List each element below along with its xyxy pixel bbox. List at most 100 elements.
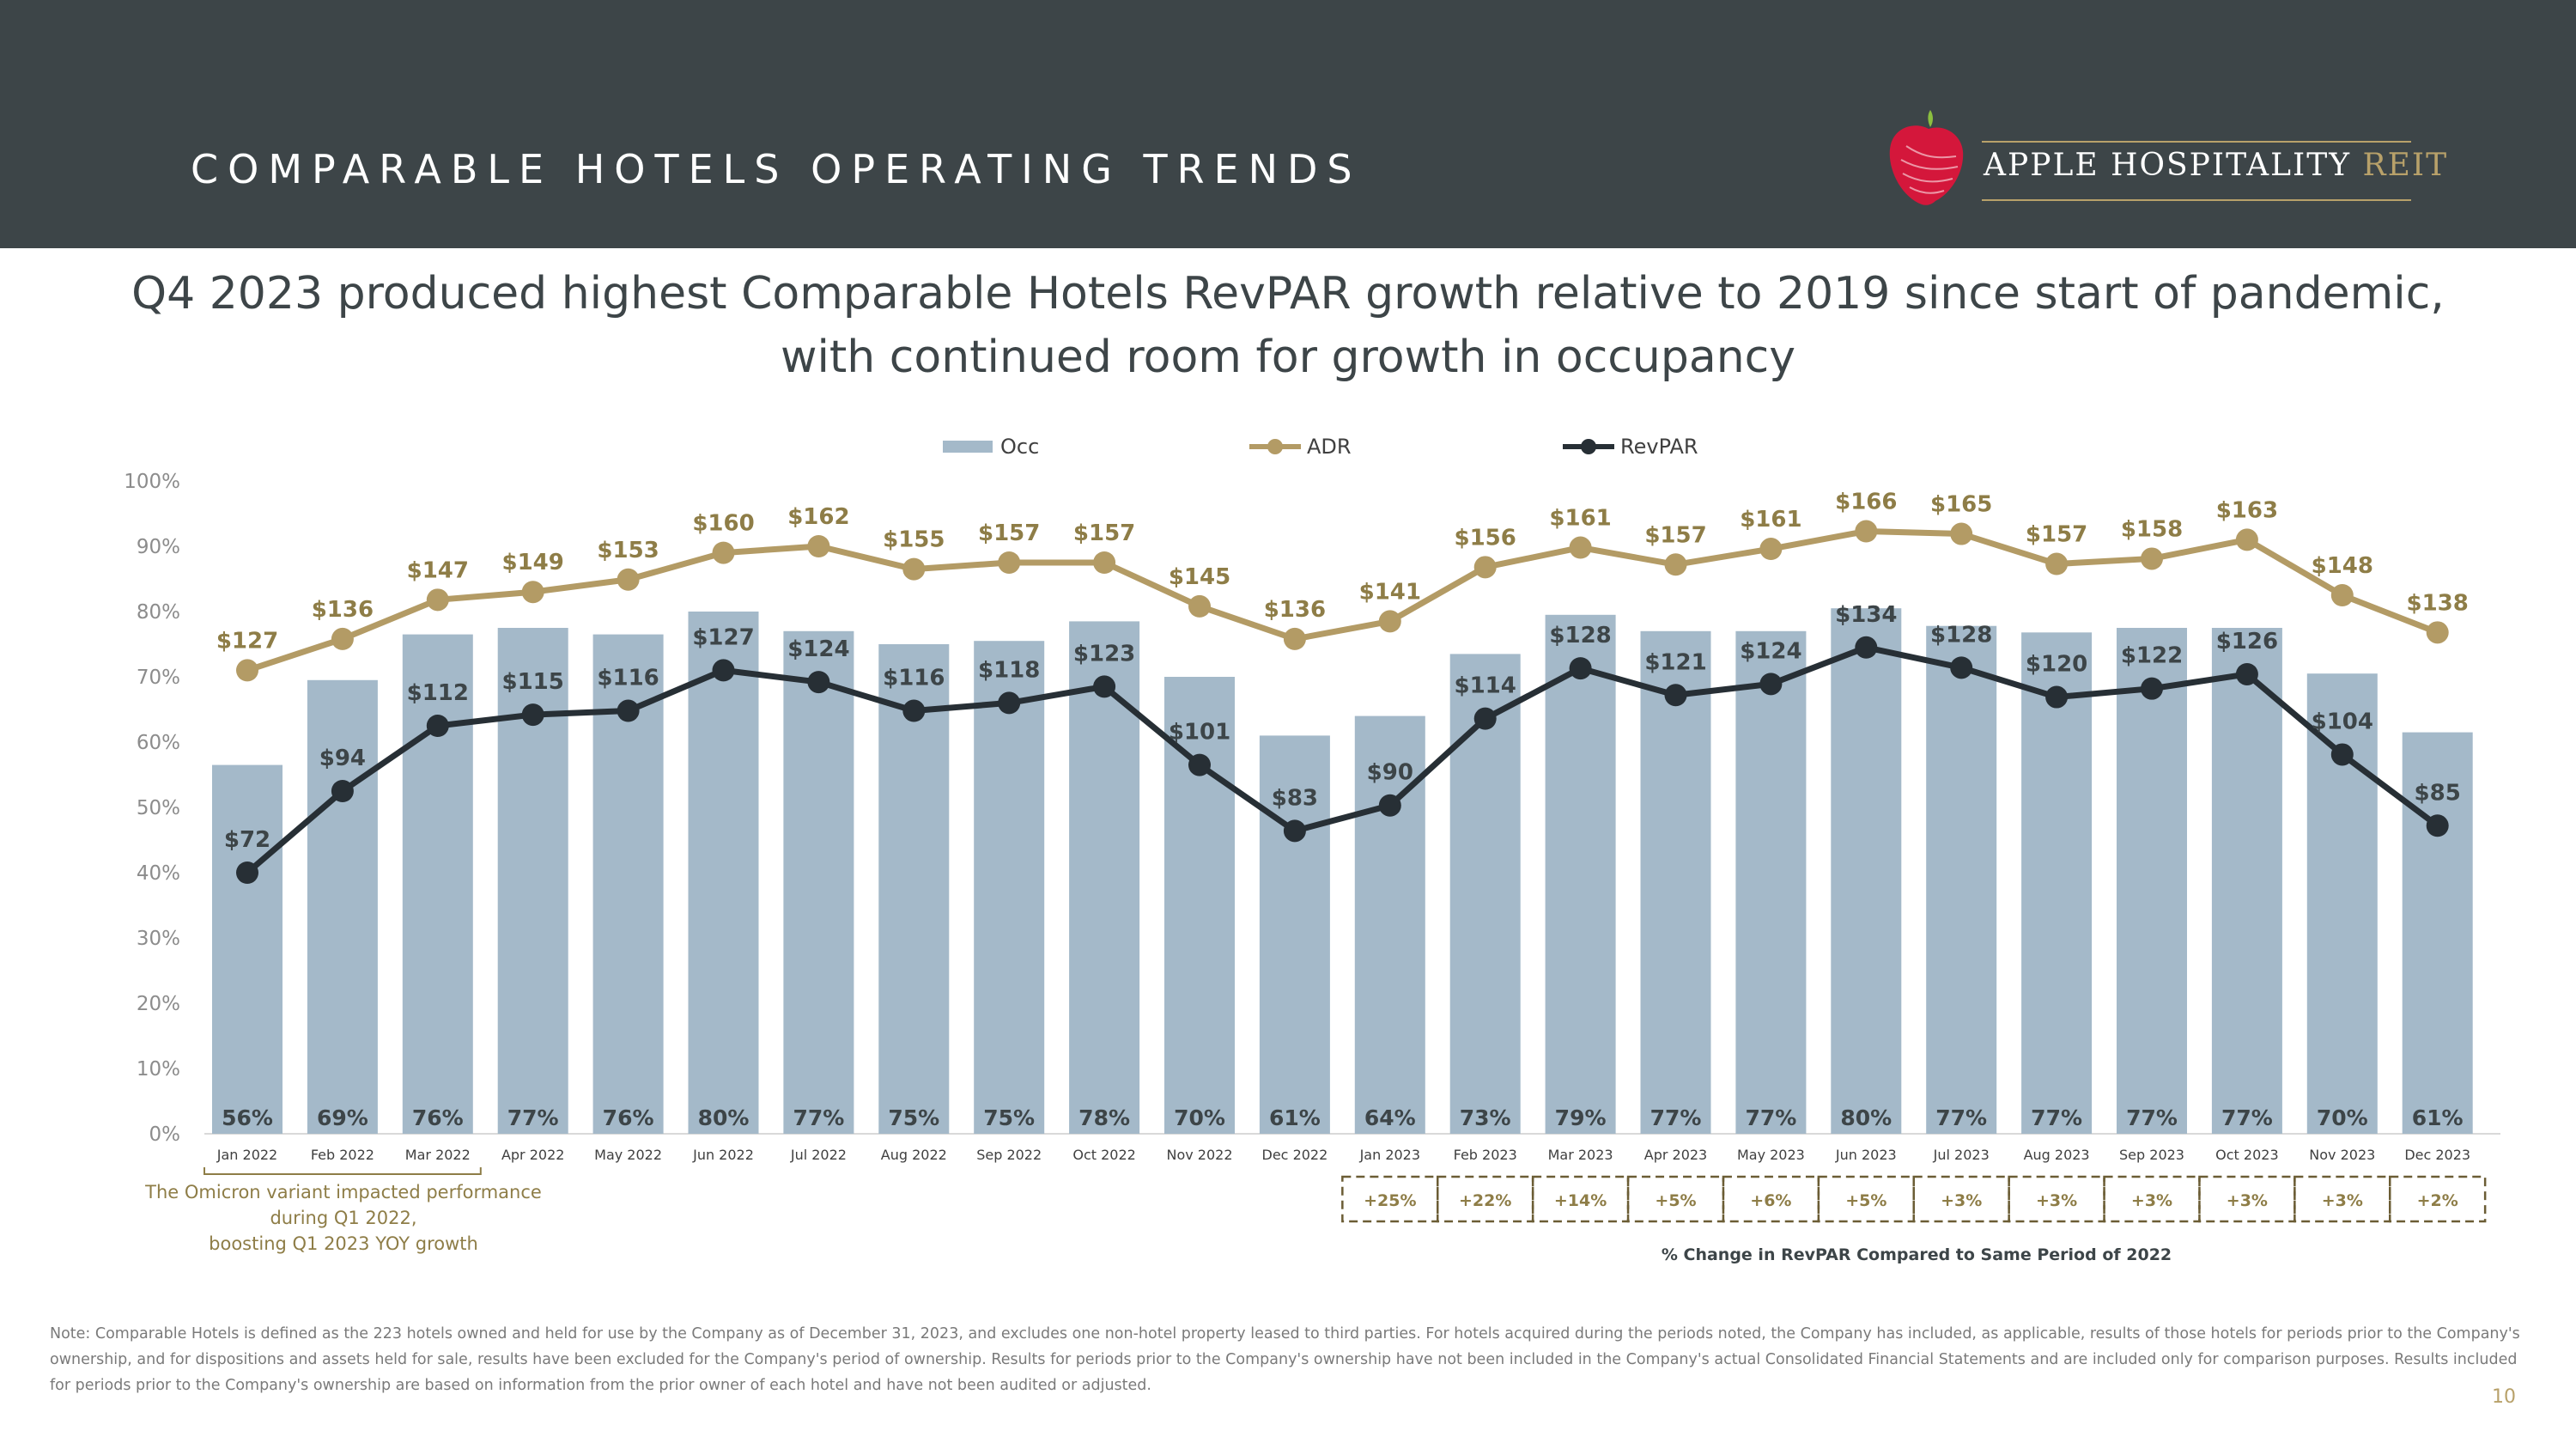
omicron-note-line: The Omicron variant impacted performance [144, 1182, 542, 1202]
revpar-value-label: $83 [1272, 785, 1318, 811]
occ-value-label: 70% [1174, 1105, 1225, 1130]
logo-accent: REIT [2362, 148, 2449, 183]
revpar-point [1093, 675, 1116, 698]
x-tick-label: Dec 2023 [2404, 1147, 2470, 1163]
adr-value-label: $136 [312, 597, 374, 623]
revpar-value-label: $94 [319, 746, 366, 771]
legend-adr-marker [1267, 439, 1283, 454]
adr-value-label: $163 [2216, 497, 2278, 523]
x-tick-label: Mar 2023 [1548, 1147, 1613, 1163]
y-tick-label: 90% [137, 536, 180, 558]
adr-point [998, 551, 1021, 574]
x-tick-label: Jun 2023 [1835, 1147, 1897, 1163]
occ-value-label: 61% [1269, 1105, 1321, 1130]
revpar-value-label: $101 [1169, 720, 1230, 746]
adr-line [246, 528, 2439, 673]
yoy-change-value: +3% [2036, 1191, 2077, 1210]
adr-point [1569, 536, 1592, 559]
adr-point [2045, 552, 2069, 575]
y-tick-label: 10% [137, 1058, 180, 1081]
adr-point [807, 535, 830, 557]
revpar-point [2426, 814, 2449, 837]
apple-logo-icon [1889, 110, 1964, 205]
adr-value-label: $162 [787, 504, 849, 530]
revpar-value-label: $118 [978, 657, 1040, 683]
occ-bar [2402, 732, 2473, 1134]
yoy-change-value: +3% [1941, 1191, 1982, 1210]
logo-rule-bottom [1982, 199, 2411, 201]
y-tick-label: 30% [137, 928, 180, 950]
yoy-change-box [1341, 1175, 1439, 1223]
y-tick-label: 80% [137, 601, 180, 624]
revpar-point [902, 699, 926, 722]
revpar-value-label: $128 [1930, 622, 1992, 648]
yoy-caption: % Change in RevPAR Compared to Same Peri… [1662, 1245, 2172, 1264]
occ-bar [307, 679, 378, 1134]
x-tick-label: Jun 2022 [692, 1147, 754, 1163]
yoy-change-value: +6% [1750, 1191, 1791, 1210]
revpar-value-label: $90 [1367, 760, 1413, 786]
adr-value-label: $153 [597, 538, 659, 563]
company-logo: APPLE HOSPITALITY REIT [1880, 103, 2446, 215]
omicron-bracket [204, 1167, 482, 1175]
occ-bar [2021, 632, 2093, 1134]
adr-value-label: $127 [216, 628, 278, 654]
occ-bar [974, 641, 1045, 1134]
adr-value-label: $148 [2312, 553, 2373, 579]
revpar-point [1378, 794, 1401, 817]
occ-value-label: 77% [793, 1105, 844, 1130]
occ-value-label: 78% [1078, 1105, 1130, 1130]
yoy-change-box [2293, 1175, 2391, 1223]
yoy-change-box [2198, 1175, 2296, 1223]
x-tick-label: Nov 2022 [1166, 1147, 1232, 1163]
x-tick-label: Oct 2022 [1072, 1147, 1135, 1163]
legend-adr-label: ADR [1307, 435, 1352, 459]
occ-value-label: 70% [2317, 1105, 2368, 1130]
occ-bar [1735, 630, 1807, 1134]
x-tick-label: Feb 2022 [311, 1147, 374, 1163]
revpar-point [521, 703, 544, 727]
occ-bar [1640, 630, 1711, 1134]
adr-value-label: $147 [407, 557, 469, 583]
revpar-value-label: $121 [1644, 649, 1706, 675]
occ-value-label: 77% [2031, 1105, 2082, 1130]
adr-point [902, 557, 926, 581]
yoy-change-box [2008, 1175, 2105, 1223]
x-tick-label: Aug 2023 [2024, 1147, 2090, 1163]
y-tick-label: 60% [137, 732, 180, 754]
revpar-point [2235, 662, 2258, 685]
adr-point [1664, 553, 1687, 576]
occ-value-label: 64% [1364, 1105, 1416, 1130]
yoy-change-box [1437, 1175, 1534, 1223]
logo-main: APPLE HOSPITALITY [1984, 148, 2352, 183]
occ-bar [2117, 628, 2187, 1134]
revpar-point [1759, 673, 1783, 696]
revpar-value-label: $120 [2026, 652, 2087, 678]
occ-bar [1069, 621, 1140, 1134]
occ-value-label: 61% [2412, 1105, 2464, 1130]
operating-trends-chart: Occ ADR RevPAR 0% 10% 20% 30% 40% 50% 60% 70% 80% 90… [124, 435, 2500, 1264]
x-tick-label: Feb 2023 [1454, 1147, 1517, 1163]
revpar-value-label: $85 [2415, 780, 2461, 806]
adr-value-label: $165 [1930, 492, 1992, 518]
adr-value-label: $136 [1264, 597, 1326, 623]
revpar-value-label: $116 [597, 666, 659, 691]
adr-point [1950, 522, 1973, 545]
y-tick-label: 50% [137, 797, 180, 819]
revpar-point [1188, 753, 1211, 776]
yoy-change-box [1817, 1175, 1916, 1223]
legend-occ-swatch [943, 441, 993, 453]
revpar-line [245, 644, 2439, 875]
occ-bar [2211, 628, 2282, 1134]
y-tick-label: 100% [124, 471, 180, 493]
revpar-point [426, 715, 449, 737]
x-tick-label: Jul 2023 [1933, 1147, 1990, 1163]
occ-value-label: 79% [1555, 1105, 1607, 1130]
yoy-change-box [1531, 1175, 1630, 1223]
logo-rule-top [1982, 141, 2411, 143]
occ-bar [1164, 677, 1235, 1134]
occ-bar [1926, 625, 1997, 1134]
occ-bar [1259, 735, 1330, 1134]
occ-bar [2306, 673, 2378, 1134]
occ-value-label: 76% [412, 1105, 464, 1130]
